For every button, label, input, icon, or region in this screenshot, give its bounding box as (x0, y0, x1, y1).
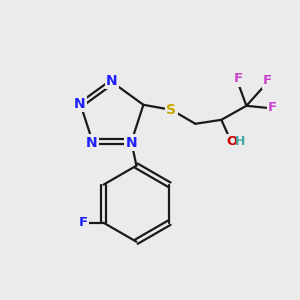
Text: F: F (234, 72, 243, 85)
Text: F: F (79, 216, 88, 229)
Text: N: N (74, 97, 85, 111)
Text: N: N (106, 74, 118, 88)
Text: F: F (263, 74, 272, 87)
Text: H: H (235, 135, 246, 148)
Text: S: S (167, 103, 176, 117)
Text: N: N (86, 136, 98, 150)
Text: O: O (227, 135, 238, 148)
Text: N: N (126, 136, 137, 150)
Text: F: F (268, 101, 277, 114)
